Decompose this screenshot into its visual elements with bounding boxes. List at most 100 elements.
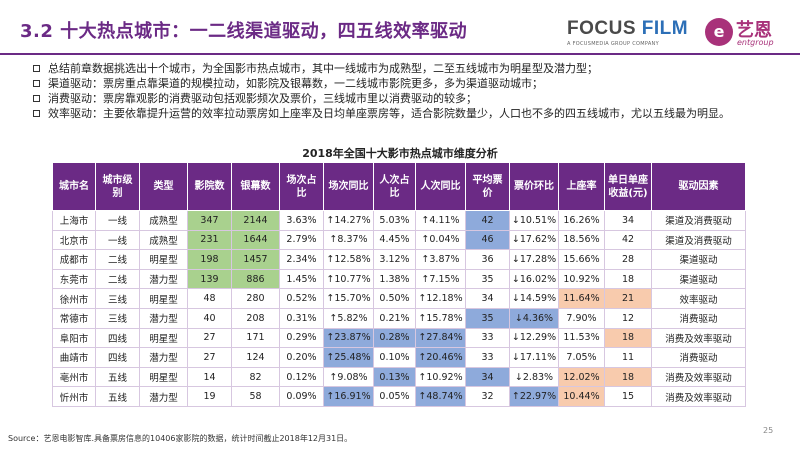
table-cell: 五线 [95, 386, 140, 407]
table-cell: ↑15.78% [415, 307, 466, 329]
header-divider [0, 53, 800, 55]
table-cell: 四线 [95, 327, 140, 349]
table-cell: ↑7.15% [415, 268, 466, 290]
table-cell: ↑27.84% [415, 327, 466, 349]
table-cell: 27 [187, 347, 232, 368]
table-cell: 198 [187, 249, 232, 270]
table-cell: ↓16.02% [509, 268, 559, 290]
table-cell: 18 [604, 366, 652, 388]
table-cell: ↑15.70% [323, 288, 374, 309]
bullet-text: 消费驱动：票房靠观影的消费驱动包括观影频次及票价，三线城市里以消费驱动的较多； [48, 92, 477, 105]
table-cell: ↑10.77% [323, 268, 374, 290]
column-header: 场次同比 [323, 162, 374, 211]
table-cell: ↑23.87% [323, 327, 374, 349]
table-cell: 0.13% [373, 366, 416, 388]
table-cell: 42 [604, 229, 652, 251]
table-cell: 18 [604, 327, 652, 349]
table-cell: 0.09% [279, 386, 324, 407]
table-cell: 32 [465, 386, 510, 407]
table-cell: 15 [604, 386, 652, 407]
table-cell: 82 [231, 366, 280, 388]
table-cell: 124 [231, 347, 280, 368]
summary-bullets: 总结前章数据挑选出十个城市，为全国影市热点城市，其中一线城市为成熟型，二至五线城… [33, 61, 773, 121]
table-row: 忻州市 五线 潜力型 19 58 0.09% ↑16.91% 0.05% ↑48.74% 32 ↑2… [52, 386, 746, 407]
table-cell: ↑12.18% [415, 288, 466, 309]
table-cell: 886 [231, 268, 280, 290]
checkbox-bullet-icon [33, 95, 40, 102]
table-cell: 35 [465, 268, 510, 290]
table-cell: 0.50% [373, 288, 416, 309]
checkbox-bullet-icon [33, 80, 40, 87]
table-cell: 34 [604, 210, 652, 231]
table-row: 上海市 一线 成熟型 347 2144 3.63% ↑14.27% 5.03% ↑4.11% 42… [52, 210, 746, 231]
column-header: 票价环比 [509, 162, 559, 211]
logo-focus-subtitle: A FOCUSMEDIA GROUP COMPANY [567, 41, 659, 47]
table-cell: 渠道及消费驱动 [651, 229, 746, 251]
table-cell: 15.66% [558, 249, 605, 270]
table-cell: 11.53% [558, 327, 605, 349]
table-cell: ↑0.04% [415, 229, 466, 251]
table-cell: 消费及效率驱动 [651, 386, 746, 407]
column-header: 上座率 [558, 162, 605, 211]
table-cell: 36 [465, 249, 510, 270]
table-cell: ↑8.37% [323, 229, 374, 251]
table-row: 北京市 一线 成熟型 231 1644 2.79% ↑8.37% 4.45% ↑0.04% 46 ↓… [52, 229, 746, 251]
bullet-item: 总结前章数据挑选出十个城市，为全国影市热点城市，其中一线城市为成熟型，二至五线城… [33, 61, 773, 76]
checkbox-bullet-icon [33, 110, 40, 117]
table-cell: ↑25.48% [323, 347, 374, 368]
table-cell: ↑4.11% [415, 210, 466, 231]
table-cell: ↓17.11% [509, 347, 559, 368]
table-cell: 0.28% [373, 327, 416, 349]
column-header: 驱动因素 [651, 162, 746, 211]
table-cell: 10.44% [558, 386, 605, 407]
table-cell: ↓17.62% [509, 229, 559, 251]
table-cell: 58 [231, 386, 280, 407]
table-cell: ↑3.87% [415, 249, 466, 270]
table-cell: ↑20.46% [415, 347, 466, 368]
table-row: 阜阳市 四线 明星型 27 171 0.29% ↑23.87% 0.28% ↑27.84% 33 ↓… [52, 327, 746, 349]
table-cell: 2144 [231, 210, 280, 231]
logo-focus-text: FOCUS [567, 18, 636, 39]
table-cell: 3.12% [373, 249, 416, 270]
table-cell: 4.45% [373, 229, 416, 251]
table-cell: 常德市 [52, 307, 96, 329]
table-cell: 明星型 [139, 288, 188, 309]
table-cell: ↑16.91% [323, 386, 374, 407]
table-cell: 27 [187, 327, 232, 349]
table-cell: 34 [465, 366, 510, 388]
table-cell: 1.38% [373, 268, 416, 290]
table-cell: 208 [231, 307, 280, 329]
table-cell: 成熟型 [139, 210, 188, 231]
table-cell: 消费及效率驱动 [651, 327, 746, 349]
table-row: 成都市 二线 明星型 198 1457 2.34% ↑12.58% 3.12% ↑3.87% 36… [52, 249, 746, 270]
table-cell: 东莞市 [52, 268, 96, 290]
table-cell: ↓14.59% [509, 288, 559, 309]
table-cell: 347 [187, 210, 232, 231]
table-cell: 0.31% [279, 307, 324, 329]
table-cell: 亳州市 [52, 366, 96, 388]
table-cell: 28 [604, 249, 652, 270]
table-cell: 16.26% [558, 210, 605, 231]
table-cell: 0.29% [279, 327, 324, 349]
table-cell: 33 [465, 327, 510, 349]
city-analysis-table: 城市名 城市级别 类型 影院数 银幕数 场次占比 场次同比 人次占比 人次同比 平均票价 票价环比上… [52, 162, 746, 407]
table-cell: 5.03% [373, 210, 416, 231]
table-cell: 14 [187, 366, 232, 388]
table-row: 曲靖市 四线 潜力型 27 124 0.20% ↑25.48% 0.10% ↑20.46% 33 ↓… [52, 347, 746, 368]
table-cell: 渠道及消费驱动 [651, 210, 746, 231]
table-cell: 忻州市 [52, 386, 96, 407]
table-cell: 北京市 [52, 229, 96, 251]
table-cell: 48 [187, 288, 232, 309]
table-cell: ↑12.58% [323, 249, 374, 270]
entgroup-english: entgroup [737, 38, 774, 47]
logo-film-text: FILM [641, 18, 689, 39]
table-cell: 1457 [231, 249, 280, 270]
table-cell: 成都市 [52, 249, 96, 270]
column-header: 城市级别 [95, 162, 140, 211]
table-row: 东莞市 二线 潜力型 139 886 1.45% ↑10.77% 1.38% ↑7.15% 35 ↓… [52, 268, 746, 290]
table-cell: 消费驱动 [651, 307, 746, 329]
checkbox-bullet-icon [33, 65, 40, 72]
table-cell: ↓17.28% [509, 249, 559, 270]
column-header: 人次同比 [415, 162, 466, 211]
table-cell: 消费驱动 [651, 347, 746, 368]
